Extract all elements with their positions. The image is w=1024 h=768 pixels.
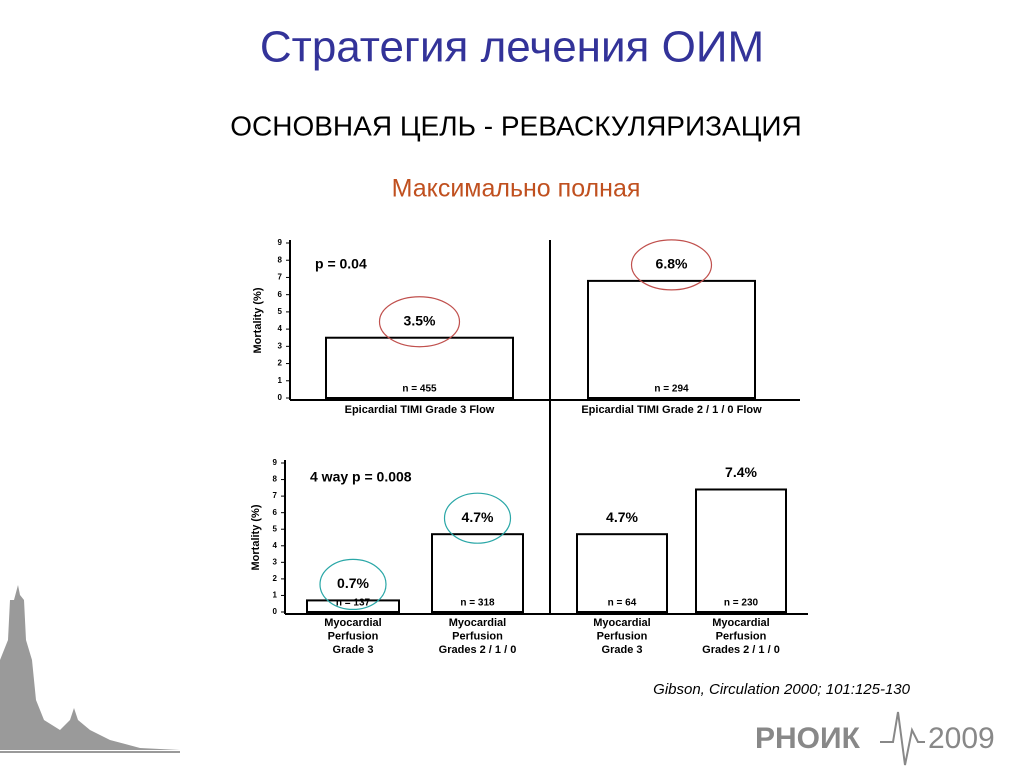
y-tick-label: 4	[273, 541, 278, 550]
y-tick-label: 0	[278, 393, 283, 402]
y-tick-label: 5	[273, 524, 278, 533]
charts: 0 1 2 3 4 5 6 7 8 9 Mortality (%) p = 0.04 3.5% n = 4…	[250, 238, 808, 656]
value-label: 4.7%	[606, 509, 638, 525]
y-tick-label: 4	[278, 324, 283, 333]
citation: Gibson, Circulation 2000; 101:125-130	[653, 681, 910, 698]
y-tick-label: 1	[278, 376, 283, 385]
n-label: n = 294	[654, 384, 689, 395]
y-tick-label: 6	[278, 290, 283, 299]
y-tick-label: 2	[278, 359, 283, 368]
logo: РНОИК	[755, 722, 861, 755]
value-label: 3.5%	[404, 312, 436, 328]
n-label: n = 137	[336, 598, 371, 609]
slide-subtitle: ОСНОВНАЯ ЦЕЛЬ - РЕВАСКУЛЯРИЗАЦИЯ	[230, 110, 802, 141]
y-tick-label: 5	[278, 307, 283, 316]
bar	[431, 533, 524, 614]
bar	[306, 599, 400, 614]
highlight-circle	[378, 296, 461, 348]
x-tick-label: Grades 2 / 1 / 0	[702, 644, 780, 656]
y-tick-label: 7	[278, 273, 283, 282]
x-tick-label: Grades 2 / 1 / 0	[439, 644, 517, 656]
y-tick-label: 0	[273, 607, 278, 616]
x-tick-label: Grade 3	[333, 644, 374, 656]
y-tick-label: 7	[273, 491, 278, 500]
value-label: 0.7%	[337, 575, 369, 591]
n-label: n = 318	[460, 598, 495, 609]
y-axis-label: Mortality (%)	[250, 504, 262, 570]
bar	[695, 488, 787, 613]
value-label: 7.4%	[725, 464, 757, 480]
skyline	[0, 585, 180, 750]
logo-pulse	[880, 711, 925, 766]
logo-year: 2009	[928, 722, 995, 755]
slide-subheader: Максимально полная	[392, 175, 641, 203]
y-tick-label: 1	[273, 591, 278, 600]
x-tick-label: Perfusion	[328, 630, 379, 642]
x-tick-label: Perfusion	[452, 630, 503, 642]
x-tick-label: Myocardial	[593, 617, 650, 629]
bar	[325, 336, 514, 400]
highlight-circle	[443, 492, 512, 544]
x-tick-label: Epicardial TIMI Grade 2 / 1 / 0 Flow	[581, 404, 762, 416]
y-tick-label: 6	[273, 508, 278, 517]
bar	[587, 279, 756, 399]
x-tick-label: Grade 3	[602, 644, 643, 656]
highlight-circle	[319, 558, 387, 611]
x-tick-label: Myocardial	[712, 617, 769, 629]
y-tick-label: 8	[273, 475, 278, 484]
y-tick-label: 8	[278, 255, 283, 264]
annotation: 4 way p = 0.008	[310, 469, 412, 485]
y-tick-label: 2	[273, 574, 278, 583]
y-axis-label: Mortality (%)	[252, 287, 264, 353]
annotation: p = 0.04	[315, 256, 367, 272]
n-label: n = 230	[724, 598, 759, 609]
y-tick-label: 3	[273, 557, 278, 566]
y-tick-label: 3	[278, 341, 283, 350]
x-tick-label: Myocardial	[449, 617, 506, 629]
y-tick-label: 9	[278, 238, 283, 247]
highlight-circle	[630, 239, 713, 291]
x-tick-label: Myocardial	[324, 617, 381, 629]
x-tick-label: Epicardial TIMI Grade 3 Flow	[345, 404, 495, 416]
x-tick-label: Perfusion	[716, 630, 767, 642]
y-tick-label: 9	[273, 458, 278, 467]
n-label: n = 455	[402, 384, 437, 395]
bar	[576, 533, 668, 614]
x-tick-label: Perfusion	[597, 630, 648, 642]
value-label: 4.7%	[462, 509, 494, 525]
slide-title: Стратегия лечения ОИМ	[260, 23, 764, 72]
value-label: 6.8%	[656, 256, 688, 272]
n-label: n = 64	[608, 598, 637, 609]
